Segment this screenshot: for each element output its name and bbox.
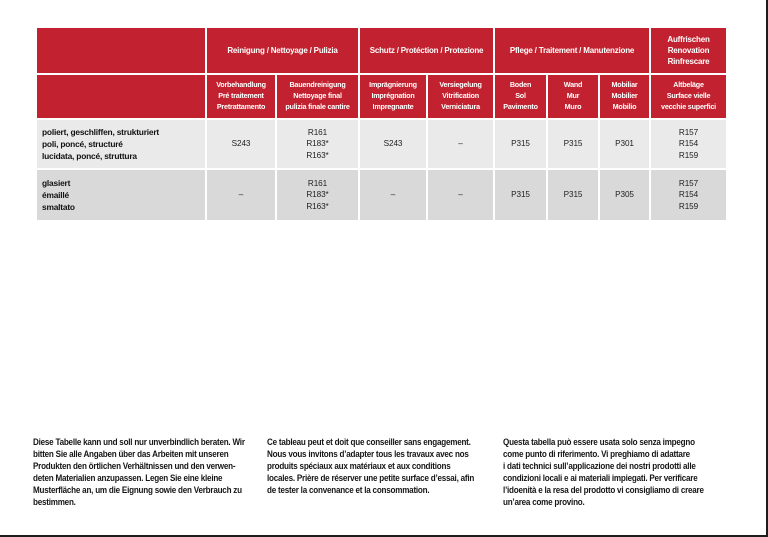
table-cell: S243: [360, 120, 426, 168]
row-label-glasiert: glasiert émaillé smaltato: [37, 170, 205, 220]
column-header-wand: Wand Mur Muro: [548, 75, 598, 118]
table-cell: P315: [548, 120, 598, 168]
column-header-vorbehandlung: Vorbehandlung Pré traitement Pretrattame…: [207, 75, 275, 118]
table-cell: P301: [600, 120, 649, 168]
table-cell: –: [428, 120, 493, 168]
table-cell: –: [360, 170, 426, 220]
column-header-altbelaege: Altbeläge Surface vielle vecchie superfi…: [651, 75, 726, 118]
table-cell: P315: [495, 170, 546, 220]
table-cell: –: [428, 170, 493, 220]
group-header-reinigung: Reinigung / Nettoyage / Pulizia: [207, 28, 358, 73]
column-header-mobiliar: Mobiliar Mobilier Mobilio: [600, 75, 649, 118]
table-cell: P305: [600, 170, 649, 220]
footnote-french: Ce tableau peut et doit que conseiller s…: [267, 437, 475, 495]
column-header-boden: Boden Sol Pavimento: [495, 75, 546, 118]
table-cell: P315: [495, 120, 546, 168]
column-header-versiegelung: Versiegelung Vitrification Verniciatura: [428, 75, 493, 118]
table-cell: P315: [548, 170, 598, 220]
table-cell: R161 R183* R163*: [277, 170, 358, 220]
table-cell: R157 R154 R159: [651, 170, 726, 220]
group-header-pflege: Pflege / Traitement / Manutenzione: [495, 28, 649, 73]
column-header-impraegnierung: Imprägnierung Imprégnation Impregnante: [360, 75, 426, 118]
footnote-german: Diese Tabelle kann und soll nur unverbin…: [33, 437, 245, 507]
row-label-poliert: poliert, geschliffen, strukturiert poli,…: [37, 120, 205, 168]
care-table: Reinigung / Nettoyage / Pulizia Schutz /…: [37, 28, 726, 220]
column-header-bauendreinigung: Bauendreinigung Nettoyage final pulizia …: [277, 75, 358, 118]
table-corner-cell: [37, 28, 205, 73]
table-cell: R161 R183* R163*: [277, 120, 358, 168]
group-header-schutz: Schutz / Protéction / Protezione: [360, 28, 493, 73]
table-corner-cell-2: [37, 75, 205, 118]
footnote-italian: Questa tabella può essere usata solo sen…: [503, 437, 704, 507]
table-cell: R157 R154 R159: [651, 120, 726, 168]
group-header-auffrischen: Auffrischen Renovation Rinfrescare: [651, 28, 726, 73]
table-cell: S243: [207, 120, 275, 168]
table-cell: –: [207, 170, 275, 220]
